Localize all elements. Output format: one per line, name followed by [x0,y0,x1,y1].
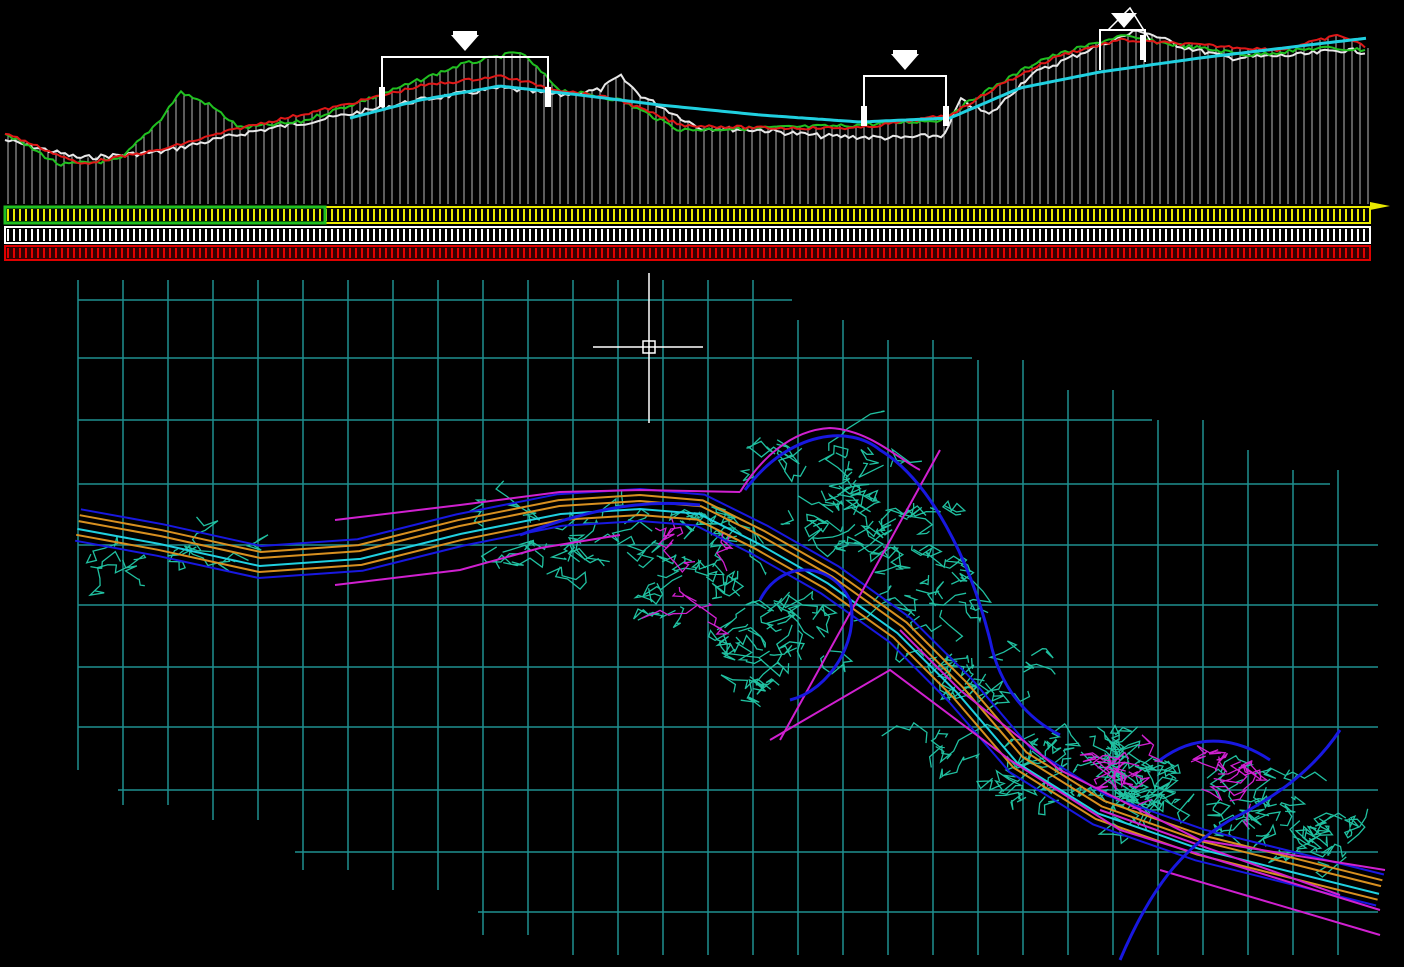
right-of-way-line [1099,809,1341,896]
plan-road-alignment [74,426,1386,961]
profile-existing-ground-line [4,29,1366,161]
road-edge-line [80,487,1385,876]
road-edge-line [78,499,1382,888]
contour-lines [1213,795,1369,878]
profile-green-line [4,34,1366,167]
structure-bracket [379,31,551,107]
right-of-way-line [769,668,1381,911]
longitudinal-profile [3,6,1390,261]
profile-structure-markers [379,6,1151,126]
right-of-way-line [1159,869,1381,936]
boundary-line [1118,729,1342,961]
band-end-marker [1370,202,1390,210]
boundary-line [758,568,854,702]
plan-view [74,280,1386,961]
data-band [4,245,1371,261]
plan-contours [85,410,1369,878]
road-edge-line [77,507,1380,895]
road-edge-line [74,519,1377,907]
boundary-line [743,434,1061,737]
profile-data-bands [3,205,1371,261]
profile-red-line [4,33,1366,165]
crosshair-cursor [593,273,703,423]
profile-station-lines [7,31,1369,204]
right-of-way-line [334,534,621,586]
contour-lines [707,590,854,708]
ramp-line [739,426,921,493]
right-of-way-line [899,629,1386,871]
data-band [4,226,1371,244]
contour-lines [1079,734,1269,829]
structure-bracket [861,50,949,126]
right-of-way-line [334,488,741,521]
structure-bracket [1099,6,1151,70]
road-edge-line [76,513,1378,901]
data-band [4,206,1371,224]
boundary-line [519,501,701,537]
profile-design-grade-line [349,36,1367,124]
road-edge-line [79,493,1383,882]
boundary-line [1159,739,1271,762]
